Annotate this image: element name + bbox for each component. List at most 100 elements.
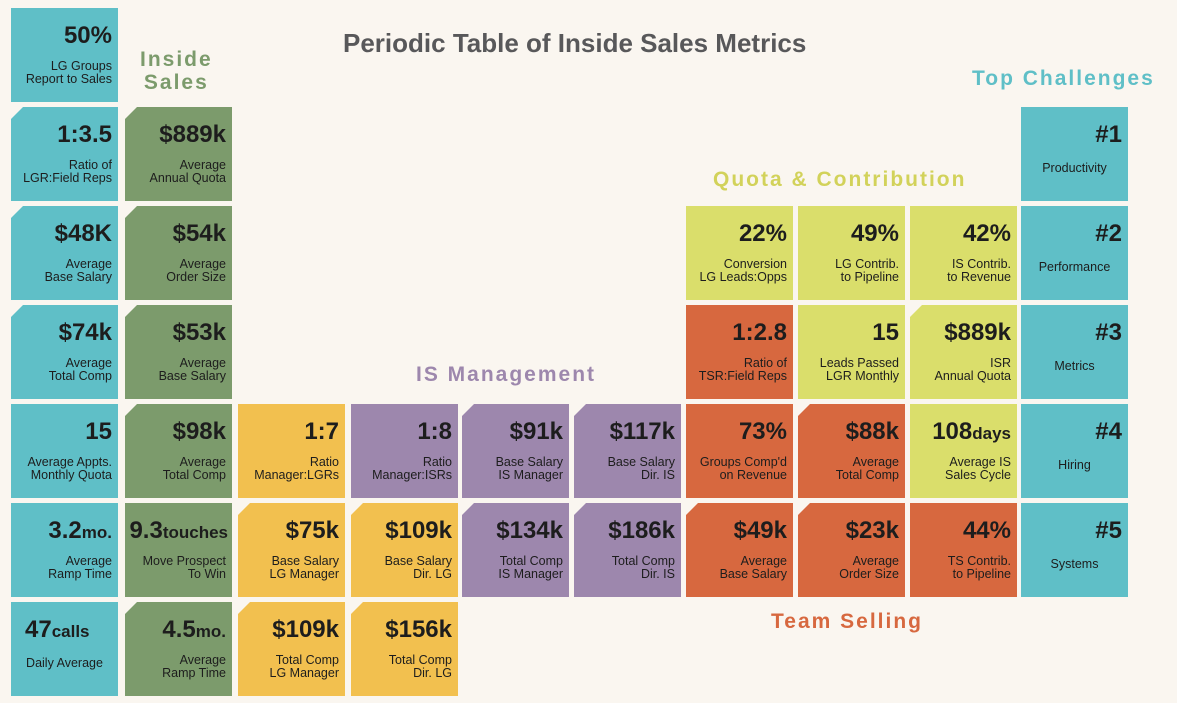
metric-value: $156k — [385, 616, 452, 643]
metric-cell-is-manager-total: $134k Total Comp IS Manager — [462, 503, 569, 597]
challenge-cell-4: #4 Hiring — [1021, 404, 1128, 498]
metric-value: 44% — [962, 517, 1011, 544]
metric-label: Ratio Manager:LGRs — [254, 455, 339, 482]
metric-label: Ratio of TSR:Field Reps — [698, 356, 787, 383]
metric-label: Average Order Size — [839, 554, 899, 581]
metric-label: Average Ramp Time — [162, 653, 226, 680]
metric-value: $74k — [58, 319, 112, 346]
metric-label: Ratio Manager:ISRs — [372, 455, 452, 482]
metric-cell-ts-contrib: 44% TS Contrib. to Pipeline — [910, 503, 1017, 597]
metric-label: Average Total Comp — [162, 455, 226, 482]
metric-value: 108days — [932, 418, 1011, 445]
metric-cell-dir-is-base: $117k Base Salary Dir. IS — [574, 404, 681, 498]
metric-label: Ratio of LGR:Field Reps — [23, 158, 112, 185]
metric-cell-dir-lg-base: $109k Base Salary Dir. LG — [351, 503, 458, 597]
challenge-cell-2: #2 Performance — [1021, 206, 1128, 300]
challenge-rank: #4 — [1095, 418, 1122, 445]
challenge-rank: #1 — [1095, 121, 1122, 148]
metric-cell-ratio-manager-isrs: 1:8 Ratio Manager:ISRs — [351, 404, 458, 498]
metric-cell-lgr-total-comp: $74k Average Total Comp — [11, 305, 118, 399]
metric-value: 1:8 — [417, 418, 452, 445]
metric-value: 73% — [738, 418, 787, 445]
metric-label: Base Salary IS Manager — [495, 455, 563, 482]
metric-cell-is-manager-base: $91k Base Salary IS Manager — [462, 404, 569, 498]
metric-label: Total Comp Dir. LG — [388, 653, 452, 680]
metric-label: Conversion LG Leads:Opps — [699, 257, 787, 284]
metric-value: 22% — [738, 220, 787, 247]
metric-cell-lg-groups: 50% LG Groups Report to Sales — [11, 8, 118, 102]
metric-value: 49% — [850, 220, 899, 247]
metric-cell-lgr-ramp-time: 3.2mo. Average Ramp Time — [11, 503, 118, 597]
metric-cell-sales-cycle: 108days Average IS Sales Cycle — [910, 404, 1017, 498]
page-title: Periodic Table of Inside Sales Metrics — [343, 28, 807, 58]
challenge-label: Metrics — [1054, 359, 1095, 373]
metric-value: 1:7 — [304, 418, 339, 445]
metric-label: Average Order Size — [166, 257, 226, 284]
metric-cell-isr-ramp-time: 4.5mo. Average Ramp Time — [125, 602, 232, 696]
metric-value: 15 — [85, 418, 112, 445]
metric-value: $75k — [285, 517, 339, 544]
metric-label: Average Annual Quota — [149, 158, 226, 185]
challenge-rank: #2 — [1095, 220, 1122, 247]
metric-cell-dir-lg-total: $156k Total Comp Dir. LG — [351, 602, 458, 696]
metric-label: LG Groups Report to Sales — [25, 59, 112, 86]
metric-label: Average IS Sales Cycle — [945, 455, 1011, 482]
metric-cell-daily-calls: 47calls Daily Average — [11, 602, 118, 696]
metric-value: 47calls — [25, 616, 90, 643]
metric-cell-dir-is-total: $186k Total Comp Dir. IS — [574, 503, 681, 597]
metric-value: 4.5mo. — [162, 616, 226, 643]
challenge-label: Performance — [1038, 260, 1111, 274]
metric-cell-leads-passed: 15 Leads Passed LGR Monthly — [798, 305, 905, 399]
challenge-label: Productivity — [1042, 161, 1107, 175]
metric-value: 3.2mo. — [48, 517, 112, 544]
metric-label: Daily Average — [26, 656, 103, 670]
metric-cell-touches: 9.3touches Move Prospect To Win — [125, 503, 232, 597]
metric-label: Average Appts. Monthly Quota — [27, 455, 112, 482]
metric-cell-lg-contrib: 49% LG Contrib. to Pipeline — [798, 206, 905, 300]
metric-cell-lgr-ratio: 1:3.5 Ratio of LGR:Field Reps — [11, 107, 118, 201]
metric-label: Move Prospect To Win — [142, 554, 226, 581]
group-label-inside-sales: Inside Sales — [140, 48, 213, 94]
metric-value: $88k — [845, 418, 899, 445]
metric-cell-tsr-base-salary: $49k Average Base Salary — [686, 503, 793, 597]
metric-cell-isr-order-size: $54k Average Order Size — [125, 206, 232, 300]
metric-cell-lg-manager-base: $75k Base Salary LG Manager — [238, 503, 345, 597]
metric-cell-conversion: 22% Conversion LG Leads:Opps — [686, 206, 793, 300]
metric-label: IS Contrib. to Revenue — [947, 257, 1011, 284]
metric-label: TS Contrib. to Pipeline — [947, 554, 1011, 581]
metric-cell-ratio-manager-lgrs: 1:7 Ratio Manager:LGRs — [238, 404, 345, 498]
metric-value: 15 — [872, 319, 899, 346]
metric-value: $48K — [54, 220, 112, 247]
metric-cell-lg-manager-total: $109k Total Comp LG Manager — [238, 602, 345, 696]
metric-label: Base Salary LG Manager — [269, 554, 339, 581]
metric-label: Total Comp LG Manager — [269, 653, 339, 680]
metric-value: 9.3touches — [129, 517, 228, 544]
metric-label: ISR Annual Quota — [934, 356, 1011, 383]
metric-cell-tsr-total-comp: $88k Average Total Comp — [798, 404, 905, 498]
metric-value: $117k — [609, 418, 675, 445]
metric-cell-isr-quota: $889k ISR Annual Quota — [910, 305, 1017, 399]
metric-cell-isr-base-salary: $53k Average Base Salary — [125, 305, 232, 399]
metric-label: Total Comp Dir. IS — [611, 554, 675, 581]
challenge-rank: #3 — [1095, 319, 1122, 346]
metric-cell-lgr-base-salary: $48K Average Base Salary — [11, 206, 118, 300]
metric-value: $889k — [944, 319, 1011, 346]
metric-value: $23k — [845, 517, 899, 544]
metric-cell-isr-annual-quota: $889k Average Annual Quota — [125, 107, 232, 201]
metric-label: Average Ramp Time — [48, 554, 112, 581]
metric-value: $98k — [172, 418, 226, 445]
group-label-top-challenges: Top Challenges — [972, 67, 1155, 90]
challenge-cell-5: #5 Systems — [1021, 503, 1128, 597]
metric-label: Average Base Salary — [44, 257, 112, 284]
metric-value: 42% — [962, 220, 1011, 247]
metric-label: Average Total Comp — [48, 356, 112, 383]
metric-label: Average Base Salary — [719, 554, 787, 581]
metric-value: 1:2.8 — [732, 319, 787, 346]
group-label-team-selling: Team Selling — [771, 610, 923, 633]
metric-value: $109k — [272, 616, 339, 643]
metric-value: 50% — [63, 22, 112, 49]
metric-cell-appts-quota: 15 Average Appts. Monthly Quota — [11, 404, 118, 498]
group-label-quota-contribution: Quota & Contribution — [713, 168, 967, 191]
challenge-label: Systems — [1050, 557, 1099, 571]
challenge-rank: #5 — [1095, 517, 1122, 544]
